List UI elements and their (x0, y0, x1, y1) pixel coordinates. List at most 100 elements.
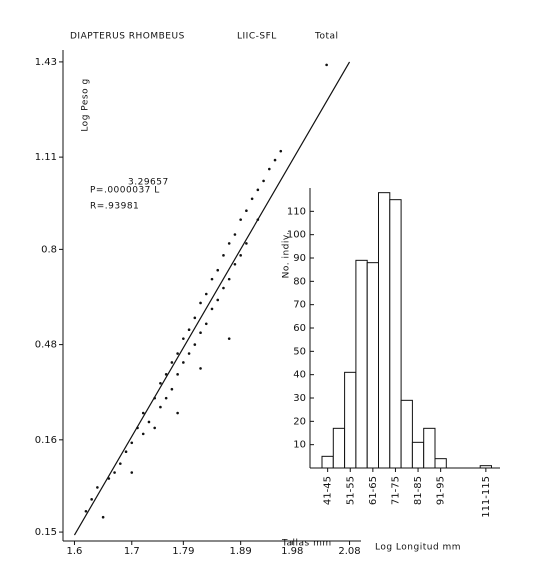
y-tick-label: 1.11 (35, 152, 57, 163)
point (227, 242, 231, 245)
bar (355, 259, 368, 469)
point (262, 179, 265, 183)
point (210, 277, 214, 281)
hist-y-tick-label: 90 (293, 253, 306, 264)
point (164, 396, 168, 400)
bar (434, 458, 447, 469)
annotation: LIIC-SFL (237, 32, 277, 42)
point (141, 411, 145, 415)
hist-y-tick-label: 40 (293, 370, 306, 381)
point (176, 352, 179, 355)
point (199, 367, 202, 370)
point (164, 373, 168, 376)
point (227, 337, 231, 340)
hist-y-tick-label: 110 (287, 206, 306, 217)
regression-line (73, 61, 351, 536)
point (250, 197, 254, 201)
hist-y-tick-label: 10 (293, 440, 306, 451)
point (199, 301, 202, 305)
point (193, 343, 197, 346)
point (239, 254, 242, 257)
point (176, 373, 179, 376)
hist-x-tick-label: 91-95 (436, 476, 447, 505)
point (233, 233, 237, 236)
hist-y-tick-label: 100 (287, 230, 306, 241)
bar (366, 262, 380, 469)
hist-y-tick-label: 80 (293, 276, 306, 287)
hist-y-tick-label: 20 (293, 416, 306, 427)
point (233, 262, 237, 266)
point (90, 498, 93, 501)
point (204, 322, 208, 326)
hist-y-label: No. indiv. (282, 232, 292, 279)
point (141, 432, 145, 436)
y-tick-label: 0.16 (35, 435, 57, 446)
hist-x-tick-label: 71-75 (390, 476, 401, 505)
x-axis-label: Log Longitud mm (375, 543, 461, 553)
y-tick-label: 1.43 (35, 57, 57, 68)
equation-exponent: 3.29657 (128, 178, 169, 188)
bar (378, 192, 391, 469)
y-tick-label: 0.48 (35, 340, 57, 351)
equation: P=.0000037 L (90, 186, 160, 196)
point (325, 63, 328, 67)
point (119, 462, 122, 465)
point (176, 411, 179, 415)
point (199, 331, 202, 334)
bar (400, 399, 413, 469)
point (84, 509, 88, 513)
hist-x-tick-label: 61-65 (368, 476, 379, 505)
point (222, 286, 225, 290)
annotation: Total (314, 32, 339, 42)
point (187, 328, 191, 332)
hist-x-tick-label: 41-45 (323, 476, 334, 505)
hist-x-tick-label: 81-85 (413, 476, 424, 505)
point (227, 277, 231, 281)
point (96, 486, 99, 489)
point (216, 268, 220, 272)
point (159, 381, 162, 385)
point (153, 426, 156, 430)
point (159, 405, 162, 409)
bar (389, 199, 402, 469)
bar (344, 371, 357, 469)
y-tick-label: 0.15 (35, 527, 57, 538)
point (124, 450, 128, 454)
x-tick-label: 1.7 (124, 546, 140, 557)
point (245, 209, 248, 212)
point (187, 352, 191, 355)
hist-y-tick-label: 50 (293, 346, 306, 357)
point (113, 471, 116, 474)
point (170, 387, 174, 391)
bar (332, 427, 346, 469)
point (256, 188, 260, 192)
point (147, 420, 151, 424)
x-tick-label: 1.98 (281, 546, 303, 557)
bar (479, 465, 493, 469)
point (101, 515, 105, 519)
hist-x-tick-label: 51-55 (345, 476, 356, 505)
point (182, 337, 185, 340)
x-tick-label: 2.08 (338, 546, 360, 557)
hist-y-tick-label: 60 (293, 323, 306, 334)
y-axis-label: Log Peso g (81, 78, 91, 131)
point (268, 167, 271, 171)
x-tick-label: 1.89 (230, 546, 252, 557)
point (130, 471, 134, 474)
point (182, 361, 185, 364)
x-tick-label: 1.6 (67, 546, 83, 557)
point (210, 307, 214, 311)
point (239, 218, 242, 221)
point (222, 254, 225, 257)
point (130, 441, 134, 445)
hist-x-label: Tallas mm (281, 539, 332, 549)
point (170, 361, 174, 364)
r-label: R=.93981 (90, 202, 139, 212)
point (279, 149, 283, 153)
bar (423, 427, 436, 469)
hist-y-tick-label: 70 (293, 300, 306, 311)
point (245, 242, 248, 245)
point (204, 292, 208, 296)
bar (321, 455, 334, 469)
